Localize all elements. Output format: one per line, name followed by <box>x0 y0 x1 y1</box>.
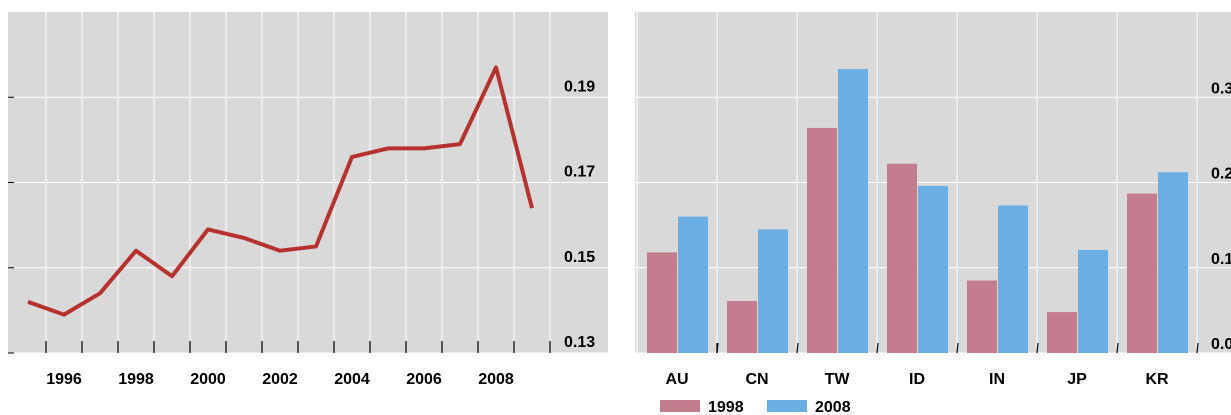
x-tick-label: 2002 <box>262 371 298 388</box>
y-tick-label: 0.19 <box>564 78 595 95</box>
y-tick-label: 0.15 <box>564 249 595 266</box>
legend-label-1998: 1998 <box>708 399 744 415</box>
x-tick-label: 2008 <box>478 371 514 388</box>
bar-kr-1998 <box>1127 193 1157 353</box>
x-axis-tick <box>1196 342 1199 354</box>
x-tick-label: JP <box>1067 371 1087 388</box>
bar-au-1998 <box>647 252 677 353</box>
bar-au-2008 <box>678 216 708 353</box>
y-tick-label: 0.13 <box>564 334 595 351</box>
bar-id-2008 <box>918 185 948 353</box>
x-tick-label: IN <box>989 371 1005 388</box>
y-tick-label: 0.0 <box>1211 336 1231 353</box>
y-tick-label: 0.2 <box>1211 166 1231 183</box>
bar-in-1998 <box>967 280 997 353</box>
x-tick-label: 2004 <box>334 371 370 388</box>
bar-in-2008 <box>998 205 1028 353</box>
bar-kr-2008 <box>1158 172 1188 353</box>
legend-label-2008: 2008 <box>815 399 851 415</box>
bar-cn-2008 <box>758 229 788 353</box>
x-axis-tick <box>1116 342 1119 354</box>
x-tick-label: KR <box>1145 371 1169 388</box>
bar-id-1998 <box>887 163 917 353</box>
y-tick-label: 0.1 <box>1211 251 1231 268</box>
x-tick-label: 1998 <box>118 371 154 388</box>
x-tick-label: 2006 <box>406 371 442 388</box>
bar-jp-2008 <box>1078 249 1108 353</box>
x-tick-label: CN <box>745 371 768 388</box>
x-tick-label: AU <box>665 371 688 388</box>
bar-chart: AU CN TW ID IN JP KR 0.3 0.2 0.1 0.0 1998 2008 <box>635 12 1231 415</box>
x-axis-tick <box>956 342 959 354</box>
bar-tw-2008 <box>838 69 868 354</box>
x-tick-label: 2000 <box>190 371 226 388</box>
bar-cn-1998 <box>727 300 757 353</box>
bar-jp-1998 <box>1047 312 1077 353</box>
legend-swatch-1998 <box>660 400 700 412</box>
y-tick-label: 0.17 <box>564 164 595 181</box>
x-tick-label: ID <box>909 371 925 388</box>
x-axis-tick <box>1036 342 1039 354</box>
line-chart: 0.19 0.17 0.15 0.13 1996 1998 2000 2002 2004 2006… <box>8 12 608 388</box>
x-tick-label: TW <box>825 371 851 388</box>
x-axis-tick <box>876 342 879 354</box>
x-tick-label: 1996 <box>46 371 82 388</box>
y-tick-label: 0.3 <box>1211 80 1231 97</box>
bar-tw-1998 <box>807 127 837 353</box>
series-line <box>27 65 534 317</box>
x-axis-tick <box>796 342 799 354</box>
legend-swatch-2008 <box>767 400 807 412</box>
